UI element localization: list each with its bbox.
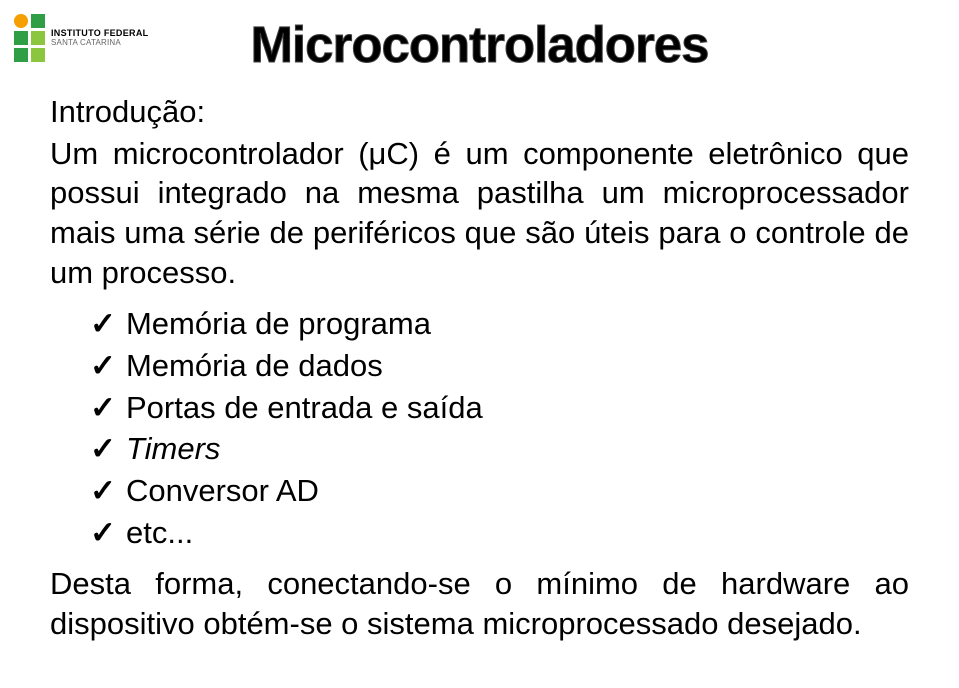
check-icon: ✓ — [90, 513, 116, 553]
logo-line2: SANTA CATARINA — [51, 39, 148, 48]
list-item-text: etc... — [126, 513, 193, 553]
paragraph-1: Um microcontrolador (μC) é um componente… — [50, 136, 909, 290]
slide-title: Microcontroladores — [50, 15, 909, 74]
check-icon: ✓ — [90, 346, 116, 386]
list-item-text: Portas de entrada e saída — [126, 388, 483, 428]
list-item: ✓Portas de entrada e saída — [90, 388, 909, 428]
check-icon: ✓ — [90, 304, 116, 344]
slide: INSTITUTO FEDERAL SANTA CATARINA Microco… — [0, 0, 959, 688]
check-icon: ✓ — [90, 429, 116, 469]
slide-body: Introdução: Um microcontrolador (μC) é u… — [50, 92, 909, 644]
institution-logo: INSTITUTO FEDERAL SANTA CATARINA — [14, 14, 148, 62]
logo-square — [14, 48, 28, 62]
logo-square — [31, 48, 45, 62]
check-icon: ✓ — [90, 471, 116, 511]
paragraph-2: Desta forma, conectando-se o mínimo de h… — [50, 566, 909, 641]
logo-square — [31, 31, 45, 45]
logo-square — [14, 14, 28, 28]
list-item-text: Memória de programa — [126, 304, 431, 344]
logo-text: INSTITUTO FEDERAL SANTA CATARINA — [51, 29, 148, 48]
feature-list: ✓Memória de programa✓Memória de dados✓Po… — [90, 304, 909, 552]
logo-square — [31, 14, 45, 28]
list-item-text: Conversor AD — [126, 471, 319, 511]
check-icon: ✓ — [90, 388, 116, 428]
list-item: ✓Timers — [90, 429, 909, 469]
intro-label: Introdução: — [50, 92, 909, 132]
logo-squares-icon — [14, 14, 45, 62]
list-item-text: Timers — [126, 429, 220, 469]
list-item-text: Memória de dados — [126, 346, 383, 386]
logo-square — [14, 31, 28, 45]
list-item: ✓Memória de dados — [90, 346, 909, 386]
list-item: ✓etc... — [90, 513, 909, 553]
list-item: ✓Memória de programa — [90, 304, 909, 344]
list-item: ✓Conversor AD — [90, 471, 909, 511]
